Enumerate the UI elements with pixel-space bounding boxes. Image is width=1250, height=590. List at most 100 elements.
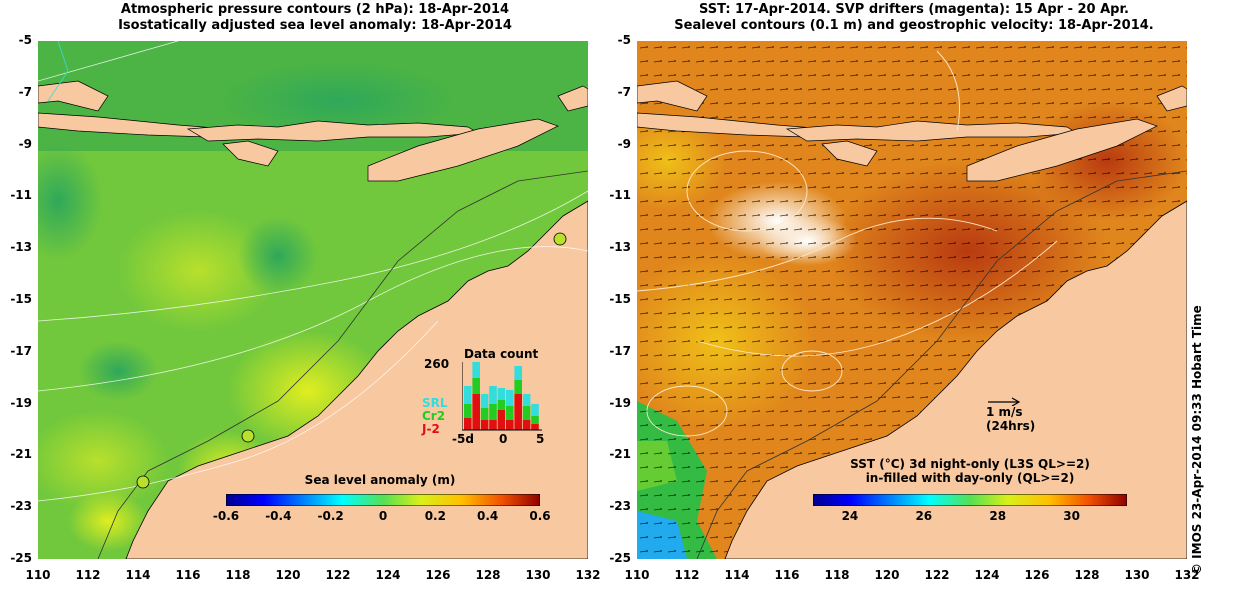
histogram-bar xyxy=(480,408,489,420)
left-panel-title: Atmospheric pressure contours (2 hPa): 1… xyxy=(40,2,590,34)
histogram-bar xyxy=(472,394,480,430)
x-tick-label: 126 xyxy=(425,568,451,582)
histogram-bar xyxy=(522,406,531,420)
histogram-bar xyxy=(497,400,506,410)
x-tick-label: 126 xyxy=(1024,568,1050,582)
colorbar-tick-label: 0 xyxy=(378,509,388,523)
histogram-bar xyxy=(489,386,497,404)
colorbar-tick-label: 30 xyxy=(1063,509,1080,523)
x-tick-label: 120 xyxy=(874,568,900,582)
right-colorbar-title: SST (°C) 3d night-only (L3S QL>=2) in-fi… xyxy=(780,457,1160,485)
y-tick-label: -7 xyxy=(18,84,32,99)
histogram-bar xyxy=(506,420,514,430)
x-tick-label: 122 xyxy=(924,568,950,582)
x-tick-label: 114 xyxy=(125,568,151,582)
right-map-canvas xyxy=(637,41,1187,559)
x-tick-label: 110 xyxy=(624,568,650,582)
data-count-title: Data count xyxy=(464,347,539,361)
legend-j2: J-2 xyxy=(422,422,440,436)
sumba-island-shape xyxy=(222,140,279,167)
x-tick-label: 116 xyxy=(774,568,800,582)
colorbar-tick-label: 0.4 xyxy=(477,509,499,523)
x-tick-label: 122 xyxy=(325,568,351,582)
y-tick-label: -15 xyxy=(10,292,32,306)
java-island-shape xyxy=(38,80,109,112)
tide-gauge-marker xyxy=(553,232,567,246)
x-tick-label: 130 xyxy=(525,568,551,582)
y-tick-label: -9 xyxy=(617,136,631,151)
left-map-canvas xyxy=(38,41,588,559)
legend-cr2: Cr2 xyxy=(422,409,446,423)
left-title-line2: Isostatically adjusted sea level anomaly… xyxy=(118,18,512,33)
y-tick-label: -11 xyxy=(609,188,631,203)
imos-credit: © IMOS 23-Apr-2014 09:33 Hobart Time xyxy=(1190,305,1204,575)
histogram-bar xyxy=(472,378,480,394)
histogram-bar xyxy=(506,406,514,420)
histogram-bar xyxy=(472,362,480,378)
timor-island-shape xyxy=(367,118,559,182)
australia-landmass-shape xyxy=(724,200,1187,559)
y-tick-label: -25 xyxy=(609,551,631,565)
y-tick-label: -13 xyxy=(10,240,32,255)
y-tick-label: -5 xyxy=(617,33,631,47)
sea-level-colorbar xyxy=(226,494,540,506)
x-tick-label: 118 xyxy=(225,568,251,582)
data-count-tick-0: 0 xyxy=(499,432,508,446)
tide-gauge-marker xyxy=(136,475,150,489)
left-title-line1: Atmospheric pressure contours (2 hPa): 1… xyxy=(120,2,510,17)
velocity-scale-arrow xyxy=(988,397,1021,406)
sea-level-anomaly-map xyxy=(38,41,588,559)
y-tick-label: -9 xyxy=(18,136,32,151)
legend-srl: SRL xyxy=(422,396,448,410)
data-count-tick-5: 5 xyxy=(536,432,545,446)
x-tick-label: 130 xyxy=(1124,568,1150,582)
y-tick-label: -13 xyxy=(609,240,631,255)
australia-landmass-shape xyxy=(125,200,588,559)
x-tick-label: 112 xyxy=(674,568,700,582)
histogram-bar xyxy=(531,416,539,424)
y-tick-label: -17 xyxy=(10,343,32,358)
y-tick-label: -15 xyxy=(609,292,631,306)
colorbar-tick-label: -0.4 xyxy=(265,509,292,523)
data-count-max-label: 260 xyxy=(424,357,450,371)
y-tick-label: -21 xyxy=(10,447,32,462)
x-tick-label: 132 xyxy=(575,568,601,582)
right-colorbar-title-line2: in-filled with day-only (QL>=2) xyxy=(865,471,1075,485)
y-tick-label: -19 xyxy=(609,395,631,410)
histogram-bar xyxy=(514,380,522,394)
histogram-bar xyxy=(522,394,531,406)
x-tick-label: 120 xyxy=(275,568,301,582)
histogram-bar xyxy=(489,420,497,430)
y-tick-label: -17 xyxy=(609,343,631,358)
x-tick-label: 128 xyxy=(1074,568,1100,582)
x-tick-label: 132 xyxy=(1174,568,1200,582)
x-tick-label: 114 xyxy=(724,568,750,582)
y-tick-label: -21 xyxy=(609,447,631,462)
y-tick-label: -25 xyxy=(10,551,32,565)
x-tick-label: 116 xyxy=(175,568,201,582)
histogram-bar xyxy=(514,366,522,380)
colorbar-tick-label: 28 xyxy=(989,509,1007,523)
y-tick-label: -23 xyxy=(10,499,32,514)
colorbar-tick-label: 24 xyxy=(841,509,859,523)
data-count-tick-minus5d: -5d xyxy=(452,432,474,446)
histogram-bar xyxy=(531,424,539,430)
colorbar-tick-label: -0.2 xyxy=(317,509,344,523)
colorbar-tick-label: 26 xyxy=(915,509,933,523)
histogram-bar xyxy=(489,404,497,420)
y-tick-label: -7 xyxy=(617,84,631,99)
colorbar-tick-label: 0.2 xyxy=(424,509,446,523)
histogram-bar xyxy=(497,388,506,400)
histogram-bar xyxy=(480,420,489,430)
histogram-bar xyxy=(464,386,472,404)
left-colorbar-title: Sea level anomaly (m) xyxy=(304,473,456,487)
x-tick-label: 128 xyxy=(475,568,501,582)
colorbar-tick-label: 0.6 xyxy=(529,509,551,523)
y-tick-label: -5 xyxy=(18,33,32,47)
x-tick-label: 124 xyxy=(974,568,1000,582)
histogram-bar xyxy=(464,404,472,418)
right-title-line1: SST: 17-Apr-2014. SVP drifters (magenta)… xyxy=(699,2,1129,17)
right-panel-title: SST: 17-Apr-2014. SVP drifters (magenta)… xyxy=(638,2,1190,34)
colorbar-tick-label: -0.6 xyxy=(212,509,240,523)
x-tick-label: 118 xyxy=(824,568,850,582)
